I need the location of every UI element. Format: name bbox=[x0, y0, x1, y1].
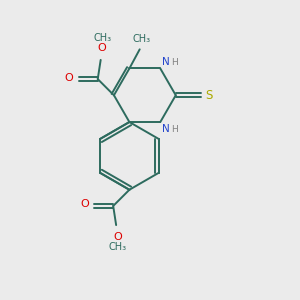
Text: CH₃: CH₃ bbox=[109, 242, 127, 252]
Text: S: S bbox=[205, 89, 213, 102]
Text: CH₃: CH₃ bbox=[132, 34, 150, 44]
Text: N: N bbox=[162, 124, 170, 134]
Text: CH₃: CH₃ bbox=[93, 33, 111, 43]
Text: N: N bbox=[162, 57, 170, 67]
Text: O: O bbox=[113, 232, 122, 242]
Text: H: H bbox=[171, 58, 178, 67]
Text: O: O bbox=[80, 200, 89, 209]
Text: H: H bbox=[171, 125, 178, 134]
Text: O: O bbox=[98, 44, 106, 53]
Text: O: O bbox=[64, 73, 73, 82]
